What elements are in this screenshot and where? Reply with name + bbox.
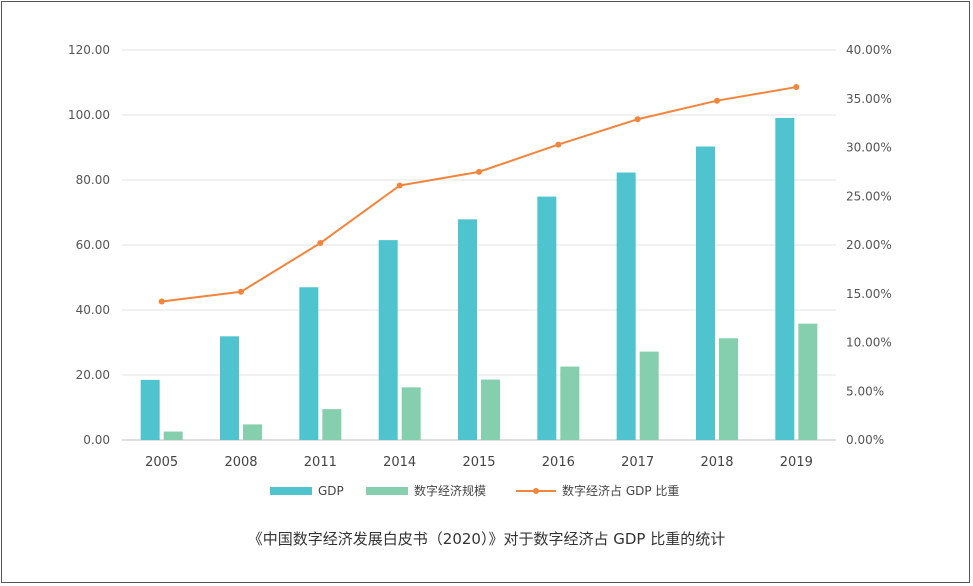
share-point xyxy=(714,97,720,104)
share-point xyxy=(634,116,641,123)
share-point xyxy=(317,240,324,247)
share-point xyxy=(476,168,482,175)
bar-gdp xyxy=(696,146,715,440)
bar-digital-economy xyxy=(719,338,738,440)
y-right-tick-label: 20.00% xyxy=(846,238,892,252)
y-axis-right: 0.00% 5.00% 10.00% 15.00% 20.00% 25.00% 30.00%… xyxy=(846,43,892,447)
bar-gdp xyxy=(299,287,319,440)
y-left-tick-label: 100.00 xyxy=(68,108,110,122)
bar-gdp xyxy=(220,336,239,440)
bar-gdp xyxy=(378,240,398,440)
y-left-tick-label: 80.00 xyxy=(76,173,110,187)
y-right-tick-label: 25.00% xyxy=(846,189,892,203)
bar-gdp xyxy=(140,379,160,440)
bar-digital-economy xyxy=(322,409,342,440)
bar-digital-economy xyxy=(560,366,580,440)
share-point xyxy=(793,84,800,91)
y-left-tick-label: 120.00 xyxy=(68,43,110,57)
legend-swatch-share-point xyxy=(533,488,539,494)
line-series xyxy=(158,84,800,305)
bar-digital-economy xyxy=(481,379,500,440)
bar-digital-economy xyxy=(639,351,659,440)
y-left-tick-label: 0.00 xyxy=(83,433,110,447)
y-right-tick-label: 40.00% xyxy=(846,43,892,57)
y-right-tick-label: 0.00% xyxy=(846,433,884,447)
bar-digital-economy xyxy=(798,323,818,440)
x-tick-label: 2018 xyxy=(700,455,733,470)
x-tick-label: 2005 xyxy=(145,455,178,470)
x-tick-label: 2014 xyxy=(383,455,416,470)
y-right-tick-label: 5.00% xyxy=(846,384,884,398)
legend-swatch-digital-economy xyxy=(366,487,408,495)
legend-label-digital-economy: 数字经济规模 xyxy=(414,483,486,498)
y-left-tick-label: 40.00 xyxy=(76,303,110,317)
chart-caption: 《中国数字经济发展白皮书（2020）》对于数字经济占 GDP 比重的统计 xyxy=(247,530,726,548)
x-axis: 2005 2008 2011 2014 2015 2016 2017 2018 2019 xyxy=(145,455,813,470)
y-left-tick-label: 60.00 xyxy=(76,238,110,252)
bar-gdp xyxy=(458,219,477,440)
x-tick-label: 2008 xyxy=(224,455,257,470)
x-tick-label: 2015 xyxy=(462,455,495,470)
legend-label-gdp: GDP xyxy=(318,484,344,498)
bar-gdp xyxy=(775,117,795,441)
bar-gdp xyxy=(537,196,557,440)
y-right-tick-label: 30.00% xyxy=(846,141,892,155)
grid-lines xyxy=(122,49,836,441)
x-tick-label: 2011 xyxy=(304,455,337,470)
bar-digital-economy xyxy=(163,431,183,440)
y-right-tick-label: 15.00% xyxy=(846,287,892,301)
y-left-tick-label: 20.00 xyxy=(76,368,110,382)
y-axis-left: 0.00 20.00 40.00 60.00 80.00 100.00 120.00 xyxy=(68,43,110,447)
x-tick-label: 2016 xyxy=(542,455,575,470)
share-point xyxy=(396,182,403,189)
share-point xyxy=(158,298,165,305)
legend: GDP 数字经济规模 数字经济占 GDP 比重 xyxy=(270,483,679,498)
x-tick-label: 2017 xyxy=(621,455,654,470)
bar-marks xyxy=(140,117,818,441)
share-point xyxy=(555,141,562,148)
x-tick-label: 2019 xyxy=(780,455,813,470)
legend-label-share: 数字经济占 GDP 比重 xyxy=(562,483,679,498)
share-point xyxy=(238,288,244,295)
bar-digital-economy xyxy=(243,424,262,440)
bar-gdp xyxy=(616,172,636,440)
y-right-tick-label: 10.00% xyxy=(846,336,892,350)
y-right-tick-label: 35.00% xyxy=(846,92,892,106)
bar-digital-economy xyxy=(401,387,421,440)
legend-swatch-gdp xyxy=(270,487,312,495)
